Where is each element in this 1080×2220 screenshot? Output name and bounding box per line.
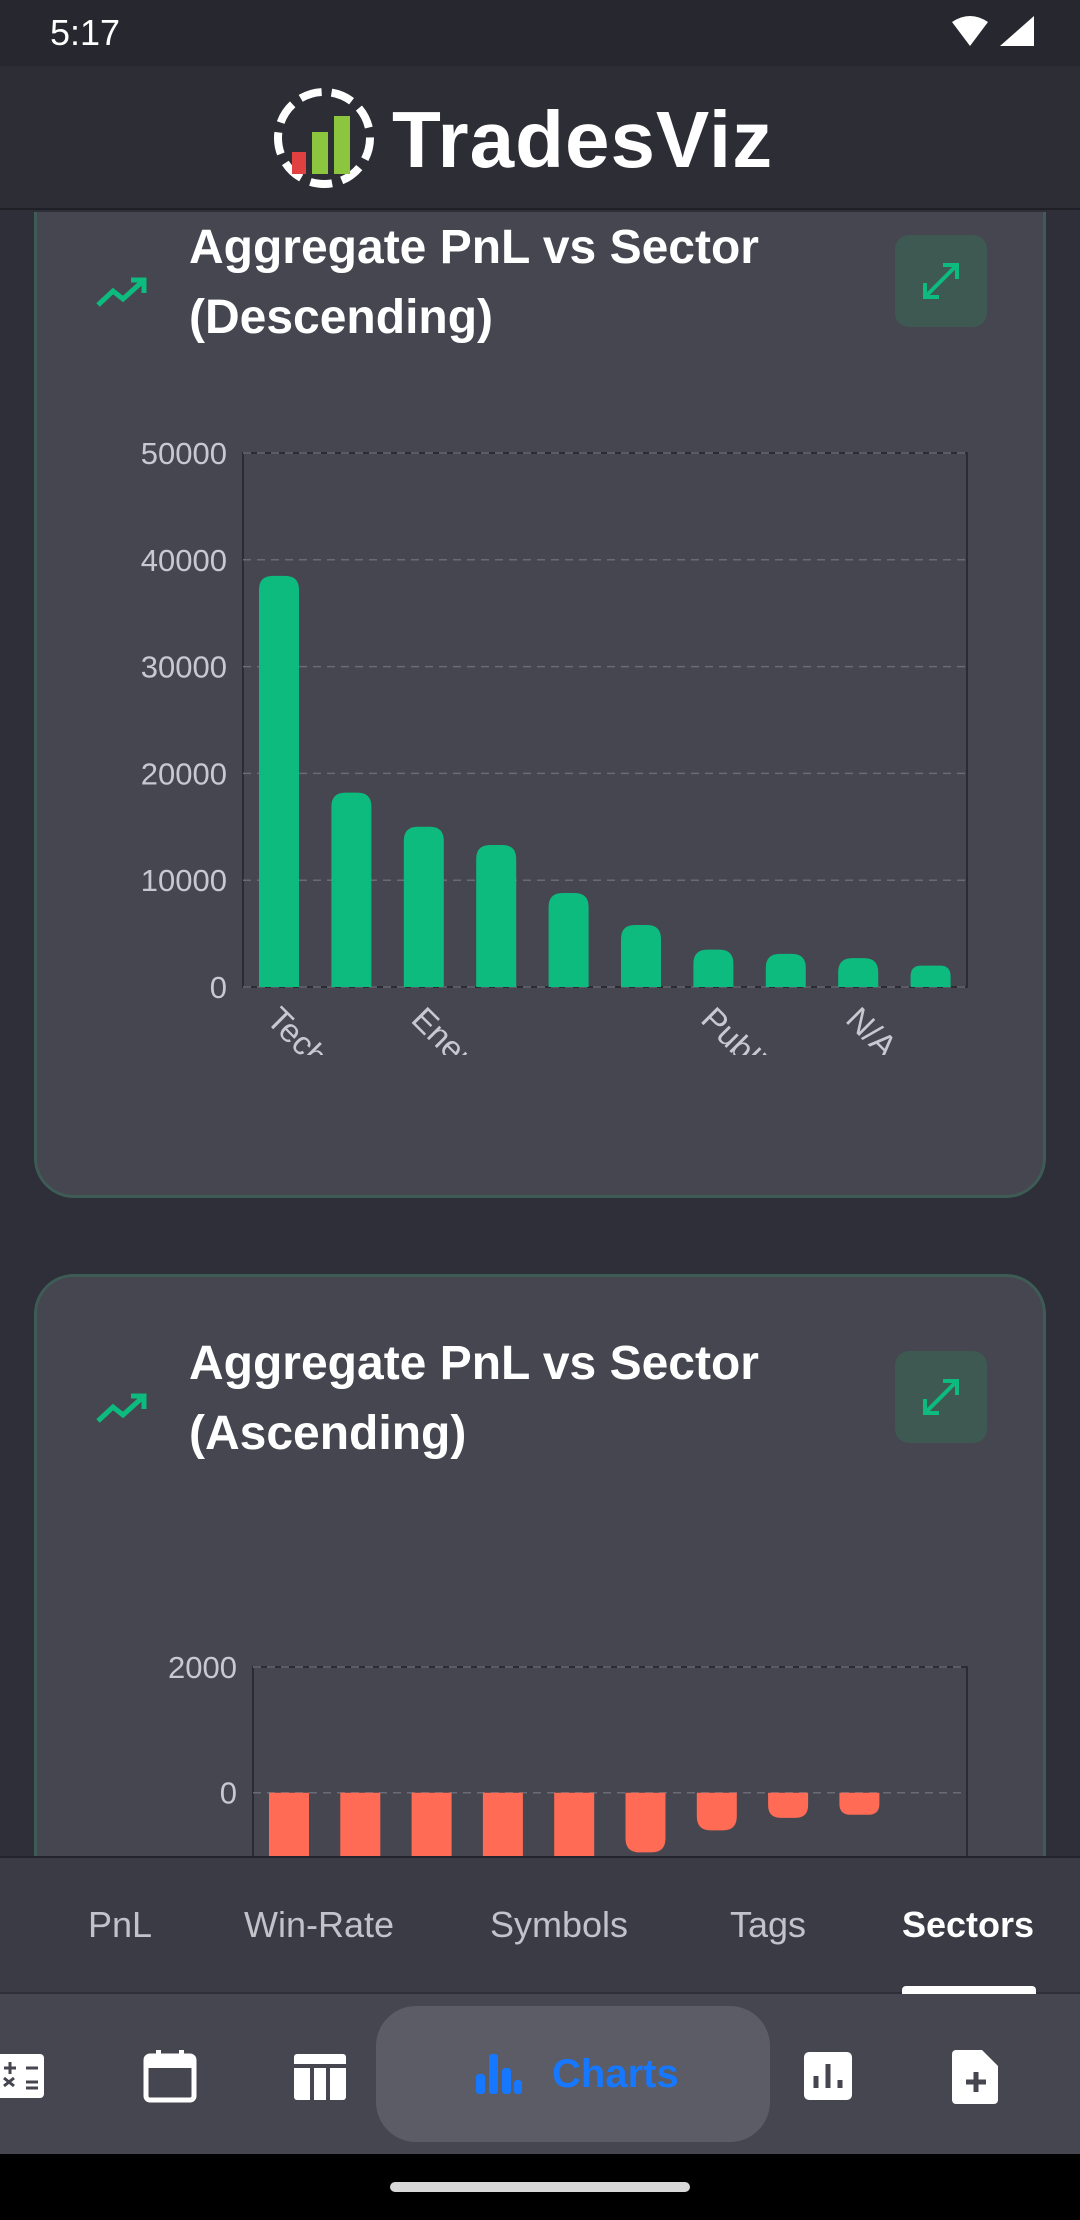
chart-card-descending: Aggregate PnL vs Sector (Descending) 500…: [34, 212, 1046, 1198]
y-tick-label: 50000: [141, 436, 227, 471]
gesture-bar: [0, 2154, 1080, 2220]
calculator-icon[interactable]: [0, 2046, 52, 2106]
bar-chart-icon: [476, 2054, 522, 2094]
brand-name: TradesViz: [392, 95, 774, 184]
gesture-handle[interactable]: [390, 2182, 690, 2192]
bar[interactable]: [621, 925, 661, 987]
app-header: TradesViz: [0, 66, 1080, 210]
status-bar: 5:17: [0, 0, 1080, 66]
status-time: 5:17: [50, 12, 121, 53]
bar[interactable]: [259, 575, 299, 987]
table-icon[interactable]: [290, 2046, 350, 2106]
bar[interactable]: [696, 1792, 737, 1831]
bar[interactable]: [476, 844, 517, 987]
bar[interactable]: [340, 1792, 381, 1856]
bar[interactable]: [554, 1792, 595, 1856]
plot-area: [242, 452, 968, 988]
nav-charts[interactable]: Charts: [376, 2006, 770, 2142]
tab-indicator: [902, 1986, 1036, 1994]
bar[interactable]: [482, 1792, 523, 1856]
y-tick-label: 40000: [141, 543, 227, 578]
y-tick-label: 0: [210, 970, 227, 1005]
bar[interactable]: [548, 893, 589, 987]
wifi-signal-icon: [952, 16, 1034, 46]
y-tick-label: 2000: [168, 1650, 237, 1685]
y-tick-label: 0: [220, 1776, 237, 1811]
x-tick-label: Energy: [405, 1000, 505, 1055]
charts-content[interactable]: Aggregate PnL vs Sector (Descending) 500…: [0, 212, 1080, 1856]
report-icon[interactable]: [798, 2046, 858, 2106]
x-tick-label: Public Uti...: [694, 1000, 838, 1055]
bar[interactable]: [839, 1792, 880, 1815]
chart-tabs: PnL Win-Rate Symbols Tags Sectors: [0, 1856, 1080, 1994]
trending-up-icon: [96, 1393, 147, 1423]
bar[interactable]: [910, 965, 951, 987]
bar[interactable]: [768, 1792, 809, 1818]
bar[interactable]: [331, 792, 372, 987]
logo-icon: [274, 88, 374, 188]
x-tick-label: N/A: [839, 1000, 904, 1055]
tab-tags[interactable]: Tags: [730, 1904, 807, 1945]
bar-chart-descending: 50000 40000 30000 20000 10000 0 TechnologyEner…: [141, 436, 968, 1055]
tab-pnl[interactable]: PnL: [88, 1904, 153, 1945]
bar[interactable]: [269, 1792, 309, 1856]
chart-title: Aggregate PnL vs Sector (Ascending): [189, 1337, 759, 1460]
y-tick-label: 10000: [141, 863, 227, 898]
expand-button[interactable]: [895, 1351, 987, 1443]
y-tick-label: 20000: [141, 756, 227, 791]
bar[interactable]: [765, 953, 806, 987]
expand-icon: [923, 263, 959, 299]
bottom-navigation: Charts: [0, 1994, 1080, 2154]
bar[interactable]: [403, 826, 444, 987]
bar[interactable]: [625, 1792, 666, 1853]
x-tick-label: Technology: [260, 1000, 405, 1055]
add-note-icon[interactable]: [946, 2046, 1006, 2106]
nav-charts-label: Charts: [552, 2052, 679, 2096]
bar-chart-ascending: 20000-2000-4000: [168, 1650, 968, 1856]
tab-win-rate[interactable]: Win-Rate: [244, 1904, 395, 1945]
bar[interactable]: [838, 958, 879, 987]
expand-button[interactable]: [895, 235, 987, 327]
tab-symbols[interactable]: Symbols: [490, 1904, 629, 1945]
chart-card-ascending: Aggregate PnL vs Sector (Ascending) 2000…: [34, 1274, 1046, 1856]
bar[interactable]: [411, 1792, 452, 1856]
expand-icon: [923, 1379, 959, 1415]
tab-sectors[interactable]: Sectors: [902, 1904, 1035, 1945]
trending-up-icon: [96, 277, 147, 307]
y-tick-label: 30000: [141, 650, 227, 685]
bar[interactable]: [693, 949, 734, 987]
chart-title: Aggregate PnL vs Sector (Descending): [189, 221, 759, 344]
calendar-icon[interactable]: [140, 2046, 200, 2106]
